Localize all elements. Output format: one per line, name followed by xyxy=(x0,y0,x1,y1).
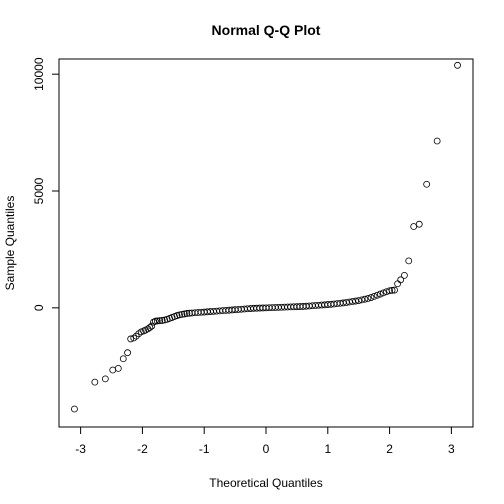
x-axis: -3 -2 -1 0 1 2 3 xyxy=(75,426,455,456)
data-point xyxy=(148,322,156,330)
data-point xyxy=(119,355,127,363)
data-point xyxy=(376,290,384,298)
data-point xyxy=(132,332,140,340)
data-point xyxy=(401,271,408,279)
data-point xyxy=(101,375,109,383)
data-point xyxy=(185,309,193,317)
y-tick-label: 0 xyxy=(32,304,46,311)
data-point xyxy=(91,378,99,386)
data-point xyxy=(423,180,431,188)
data-point xyxy=(405,257,413,265)
data-point xyxy=(361,295,369,303)
chart-title: Normal Q-Q Plot xyxy=(212,22,321,38)
data-point xyxy=(367,294,375,301)
data-point xyxy=(158,317,166,324)
data-point xyxy=(358,296,366,304)
data-point xyxy=(146,324,154,331)
data-point xyxy=(183,310,191,317)
y-axis-label: Sample Quantiles xyxy=(3,196,17,291)
x-tick-label: 0 xyxy=(263,442,270,456)
data-points xyxy=(71,61,461,413)
data-point xyxy=(386,287,393,295)
data-point xyxy=(388,286,396,294)
x-axis-label: Theoretical Quantiles xyxy=(209,476,322,490)
data-point xyxy=(114,364,122,372)
y-axis: 0 5000 10000 xyxy=(32,57,60,311)
data-point xyxy=(127,335,135,343)
data-point xyxy=(153,317,161,325)
data-point xyxy=(178,310,186,318)
data-point xyxy=(433,137,441,145)
x-tick-label: 1 xyxy=(324,442,331,456)
data-point xyxy=(370,292,378,300)
data-point xyxy=(181,310,188,318)
data-point xyxy=(124,349,131,357)
data-point xyxy=(364,295,372,302)
data-point xyxy=(380,289,387,297)
data-point xyxy=(454,61,461,69)
y-tick-label: 10000 xyxy=(32,57,46,91)
x-tick-label: -3 xyxy=(75,442,86,456)
y-tick-label: 5000 xyxy=(32,177,46,204)
data-point xyxy=(71,405,78,413)
x-tick-label: -1 xyxy=(199,442,210,456)
data-point xyxy=(391,286,398,294)
x-tick-label: 2 xyxy=(386,442,393,456)
data-point xyxy=(415,220,423,228)
x-tick-label: 3 xyxy=(448,442,455,456)
data-point xyxy=(410,223,418,230)
data-point xyxy=(156,317,164,325)
data-point xyxy=(373,291,381,299)
data-point xyxy=(355,297,363,304)
x-tick-label: -2 xyxy=(137,442,148,456)
data-point xyxy=(397,276,405,284)
data-point xyxy=(176,311,183,319)
